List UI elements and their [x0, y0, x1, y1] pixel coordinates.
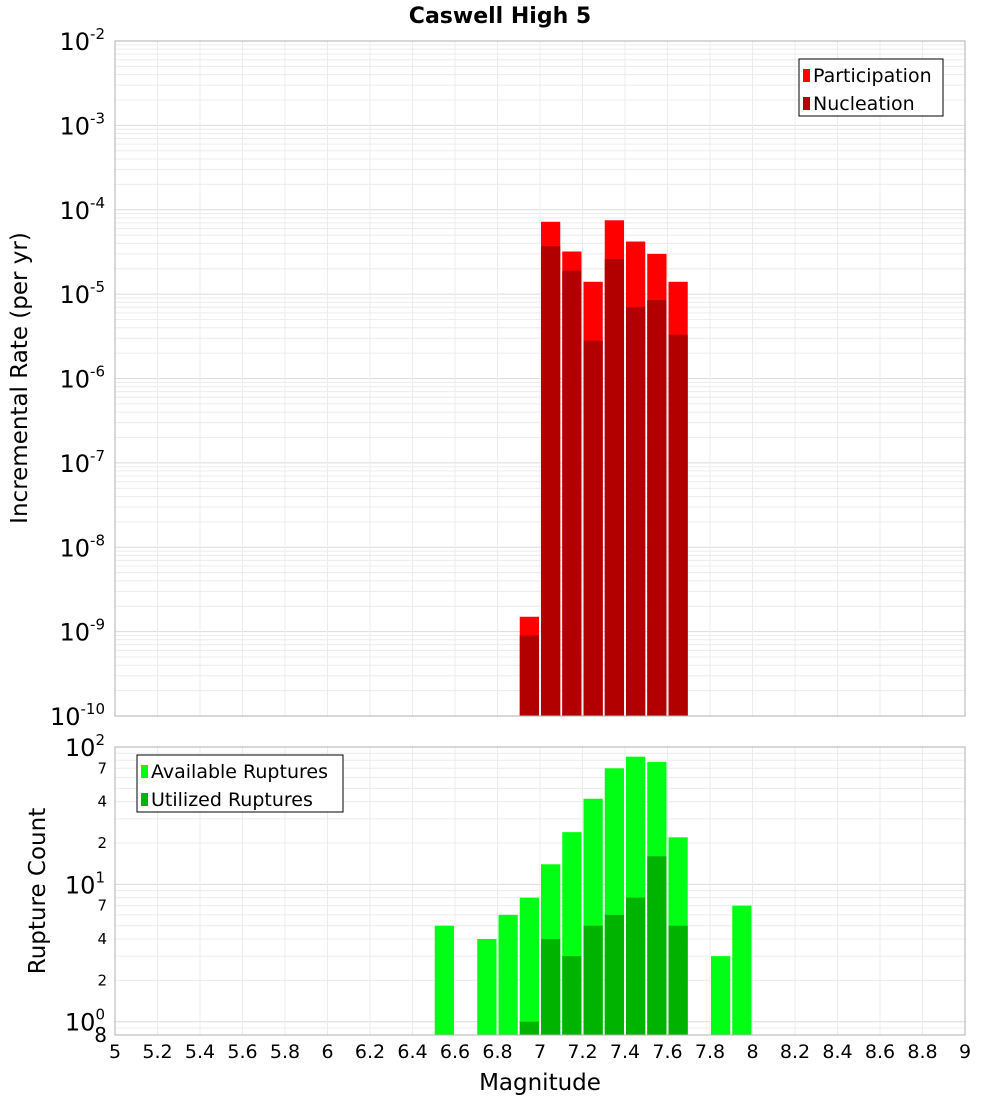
- rate-bars: [519, 220, 688, 717]
- count-y-minor-tick-label: 7: [97, 759, 107, 777]
- count-y-bottom-label: 8: [94, 1023, 107, 1047]
- count-bar-utilized-ruptures: [541, 939, 561, 1035]
- count-y-axis-label: Rupture Count: [25, 808, 51, 974]
- count-bar-utilized-ruptures: [604, 914, 624, 1035]
- rate-y-tick-label: 10-7: [59, 447, 105, 478]
- rate-legend: Participation Nucleation: [798, 58, 944, 117]
- x-tick-label: 7.6: [652, 1041, 682, 1063]
- rate-y-tick-labels: 10-10 10-9 10-8 10-7 10-6 10-5 10-4 10-3 10-2: [50, 25, 105, 731]
- count-bar-available-ruptures: [711, 956, 731, 1035]
- count-y-minor-tick-label: 4: [97, 793, 107, 811]
- x-tick-label: 5.2: [142, 1041, 172, 1063]
- count-bar-available-ruptures: [498, 914, 518, 1035]
- rate-y-tick-label: 10-4: [59, 194, 105, 225]
- x-tick-label: 6: [321, 1041, 333, 1063]
- rate-legend-label: Nucleation: [813, 93, 915, 115]
- count-bar-available-ruptures: [477, 939, 497, 1035]
- count-legend-box: [136, 754, 344, 813]
- rate-legend-swatch: [803, 69, 810, 82]
- x-tick-label: 6.6: [440, 1041, 470, 1063]
- count-bar-utilized-ruptures: [668, 925, 688, 1035]
- count-frame: [114, 746, 966, 1036]
- count-bar-available-ruptures: [519, 897, 539, 1035]
- x-tick-label: 5.4: [185, 1041, 215, 1063]
- count-y-minor-tick-label: 4: [97, 930, 107, 948]
- x-tick-label: 5: [109, 1041, 121, 1063]
- rate-frame: [114, 40, 966, 717]
- rate-bar-nucleation: [647, 300, 667, 716]
- count-bar-utilized-ruptures: [626, 897, 646, 1035]
- count-y-minor-tick-label: 7: [97, 897, 107, 915]
- rate-legend-label: Participation: [813, 65, 932, 87]
- x-tick-label: 6.2: [355, 1041, 385, 1063]
- count-y-tick-label: 101: [65, 868, 105, 899]
- x-tick-label: 7.4: [610, 1041, 640, 1063]
- count-y-minor-tick-label: 2: [97, 834, 107, 852]
- count-bar-utilized-ruptures: [519, 1021, 539, 1035]
- rate-grid: [114, 41, 966, 717]
- rate-bar-nucleation: [604, 259, 624, 716]
- x-tick-label: 8: [746, 1041, 758, 1063]
- count-legend-swatch: [141, 765, 148, 778]
- x-tick-label: 7.2: [567, 1041, 597, 1063]
- rate-bar-nucleation: [668, 334, 688, 716]
- rate-bar-nucleation: [519, 635, 539, 716]
- count-bar-utilized-ruptures: [647, 856, 667, 1035]
- x-tick-label: 7.8: [695, 1041, 725, 1063]
- rate-legend-swatch: [803, 97, 810, 110]
- x-tick-labels: 5 5.2 5.4 5.6 5.8 6 6.2 6.4 6.6 6.8 7 7.2 7.4 7.6 7.8 8…: [109, 1041, 971, 1063]
- rate-y-axis-label: Incremental Rate (per yr): [7, 232, 33, 524]
- rate-legend-box: [798, 58, 944, 117]
- x-tick-label: 8.8: [907, 1041, 937, 1063]
- rate-y-tick-label: 10-5: [59, 278, 105, 309]
- count-legend-label: Available Ruptures: [151, 761, 328, 783]
- x-tick-label: 5.6: [227, 1041, 257, 1063]
- x-tick-label: 7: [534, 1041, 546, 1063]
- count-legend: Available Ruptures Utilized Ruptures: [136, 754, 344, 813]
- rate-y-tick-label: 10-2: [59, 25, 105, 56]
- rate-bar-nucleation: [583, 340, 603, 716]
- x-tick-label: 8.6: [865, 1041, 895, 1063]
- count-y-tick-label: 102: [65, 731, 105, 762]
- rate-y-tick-label: 10-10: [50, 700, 105, 731]
- rate-y-tick-label: 10-3: [59, 109, 105, 140]
- count-y-tick-labels: 100 101 102: [65, 731, 105, 1037]
- chart-title: Caswell High 5: [409, 4, 591, 29]
- count-bar-utilized-ruptures: [562, 956, 582, 1035]
- x-tick-label: 9: [959, 1041, 971, 1063]
- count-legend-label: Utilized Ruptures: [151, 789, 313, 811]
- count-y-tick-label: 100: [65, 1006, 105, 1037]
- rate-bar-nucleation: [562, 270, 582, 716]
- rate-bar-nucleation: [626, 307, 646, 716]
- x-axis-label: Magnitude: [479, 1070, 601, 1096]
- rate-panel: 10-10 10-9 10-8 10-7 10-6 10-5 10-4 10-3 10-2 Par…: [50, 25, 966, 731]
- count-y-minor-tick-label: 2: [97, 971, 107, 989]
- rate-y-tick-label: 10-9: [59, 616, 105, 647]
- x-tick-label: 5.8: [270, 1041, 300, 1063]
- x-tick-label: 6.8: [482, 1041, 512, 1063]
- rate-y-tick-label: 10-8: [59, 531, 105, 562]
- count-bar-utilized-ruptures: [583, 925, 603, 1035]
- count-bars: [434, 756, 752, 1035]
- rate-y-tick-label: 10-6: [59, 363, 105, 394]
- count-bar-available-ruptures: [434, 925, 454, 1035]
- rate-bar-nucleation: [541, 246, 561, 716]
- x-tick-label: 8.2: [780, 1041, 810, 1063]
- x-tick-label: 6.4: [397, 1041, 427, 1063]
- count-bar-available-ruptures: [732, 905, 752, 1035]
- count-y-minor-tick-labels: 2 4 7 2 4 7 8: [94, 759, 107, 1047]
- x-tick-label: 8.4: [822, 1041, 852, 1063]
- count-legend-swatch: [141, 793, 148, 806]
